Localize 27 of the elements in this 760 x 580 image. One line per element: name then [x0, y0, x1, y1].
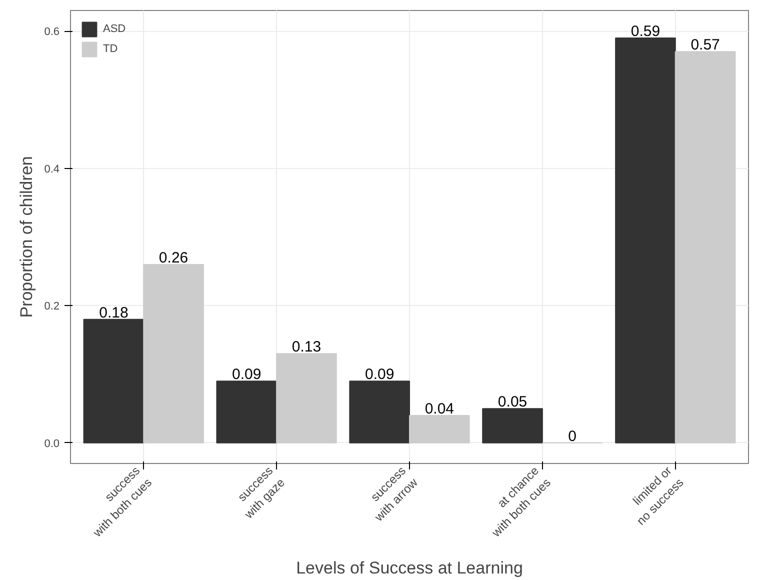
bar	[216, 380, 278, 444]
data-label: 0.26	[158, 249, 188, 266]
y-tick-label: 0.6	[44, 26, 60, 38]
bar	[83, 318, 144, 444]
data-label: 0	[568, 428, 577, 445]
data-label: 0.57	[690, 36, 720, 54]
bar	[615, 37, 676, 444]
data-label: 0.09	[364, 366, 394, 384]
data-label: 0.13	[292, 338, 322, 356]
bar	[482, 408, 543, 444]
legend-label: ASD	[103, 23, 126, 35]
y-tick-label: 0.2	[44, 300, 60, 313]
y-tick-label: 0.4	[44, 163, 60, 176]
y-tick-label: 0.0	[44, 438, 60, 450]
x-axis-title: Levels of Success at Learning	[296, 558, 523, 578]
bar	[143, 264, 204, 444]
bar	[349, 380, 410, 444]
bar	[409, 414, 470, 444]
data-label: 0.09	[232, 366, 262, 384]
y-axis-title: Proportion of children	[17, 156, 36, 318]
data-label: 0.18	[99, 304, 128, 322]
legend-label: TD	[103, 43, 119, 55]
bar	[674, 51, 736, 444]
data-label: 0.04	[424, 400, 454, 418]
bar	[276, 353, 337, 444]
data-label: 0.05	[498, 394, 528, 411]
data-label: 0.59	[630, 22, 660, 40]
